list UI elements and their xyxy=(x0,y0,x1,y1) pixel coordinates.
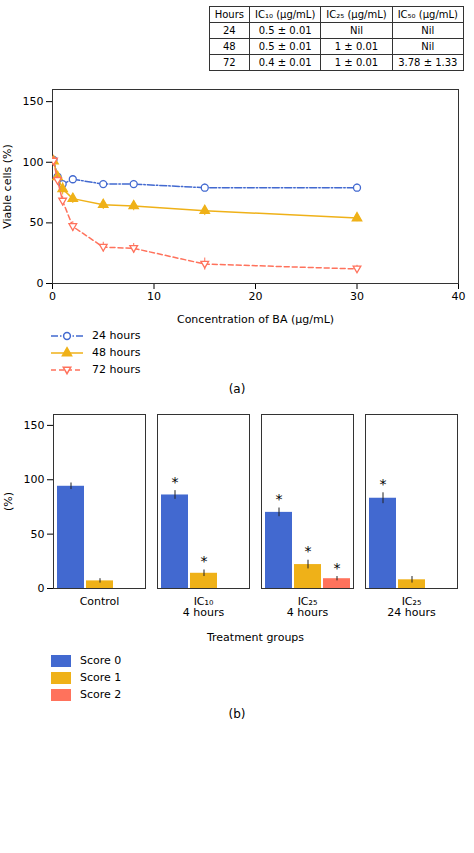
svg-text:*: * xyxy=(276,491,283,507)
html-text:1 ± 0.01: 1 ± 0.01 xyxy=(334,57,379,68)
html-text:Nil: Nil xyxy=(350,25,363,36)
html-text:(a): (a) xyxy=(228,382,246,396)
svg-text:*: * xyxy=(334,560,341,576)
html-text:Hours: Hours xyxy=(214,9,244,20)
svg-text:10: 10 xyxy=(147,290,161,303)
html-text:72 hours: 72 hours xyxy=(92,363,141,376)
svg-text:50: 50 xyxy=(30,216,44,229)
html-text:24 hours: 24 hours xyxy=(92,329,141,342)
html-text:(b): (b) xyxy=(228,707,246,721)
svg-text:IC₂₅24 hours: IC₂₅24 hours xyxy=(387,595,436,619)
html-text:3.78 ± 1.33: 3.78 ± 1.33 xyxy=(398,57,458,68)
svg-text:0: 0 xyxy=(38,582,45,595)
html-text:IC₁₀ (μg/mL): IC₁₀ (μg/mL) xyxy=(255,9,316,20)
svg-text:IC₂₅4 hours: IC₂₅4 hours xyxy=(287,595,329,619)
svg-text:0: 0 xyxy=(37,277,44,290)
svg-text:100: 100 xyxy=(24,473,45,486)
svg-text:Concentration of BA (μg/mL): Concentration of BA (μg/mL) xyxy=(177,313,334,326)
html-text:Score 2: Score 2 xyxy=(80,688,122,701)
svg-text:20: 20 xyxy=(249,290,263,303)
html-text:Nil: Nil xyxy=(421,41,435,52)
html-text:Nil: Nil xyxy=(421,25,435,36)
svg-text:50: 50 xyxy=(31,528,45,541)
svg-text:*: * xyxy=(380,476,387,492)
svg-text:Treatment groups: Treatment groups xyxy=(206,631,304,644)
html-text:48 hours: 48 hours xyxy=(92,346,141,359)
html-text:0.4 ± 0.01: 0.4 ± 0.01 xyxy=(258,57,312,68)
svg-text:Viable cells (%): Viable cells (%) xyxy=(1,144,14,229)
svg-text:IC₁₀4 hours: IC₁₀4 hours xyxy=(183,595,225,619)
html-text:72: 72 xyxy=(223,57,236,68)
html-text:IC₅₀ (μg/mL): IC₅₀ (μg/mL) xyxy=(397,9,458,20)
svg-text:*: * xyxy=(305,543,312,559)
html-text:IC₂₅ (μg/mL): IC₂₅ (μg/mL) xyxy=(326,9,387,20)
svg-text:Control: Control xyxy=(80,595,120,608)
svg-text:0: 0 xyxy=(49,290,56,303)
svg-text:*: * xyxy=(172,474,179,490)
svg-text:100: 100 xyxy=(23,156,44,169)
svg-text:150: 150 xyxy=(23,95,44,108)
svg-text:150: 150 xyxy=(24,419,45,432)
html-text:24: 24 xyxy=(223,25,236,36)
svg-text:(%): (%) xyxy=(2,492,15,511)
html-text:0.5 ± 0.01: 0.5 ± 0.01 xyxy=(258,25,312,36)
html-text:0.5 ± 0.01: 0.5 ± 0.01 xyxy=(258,41,312,52)
html-text:48: 48 xyxy=(223,41,236,52)
svg-text:40: 40 xyxy=(452,290,466,303)
html-text:Score 0: Score 0 xyxy=(80,654,122,667)
html-text:Score 1: Score 1 xyxy=(80,671,122,684)
html-text:1 ± 0.01: 1 ± 0.01 xyxy=(334,41,379,52)
svg-text:*: * xyxy=(201,553,208,569)
svg-text:30: 30 xyxy=(350,290,364,303)
